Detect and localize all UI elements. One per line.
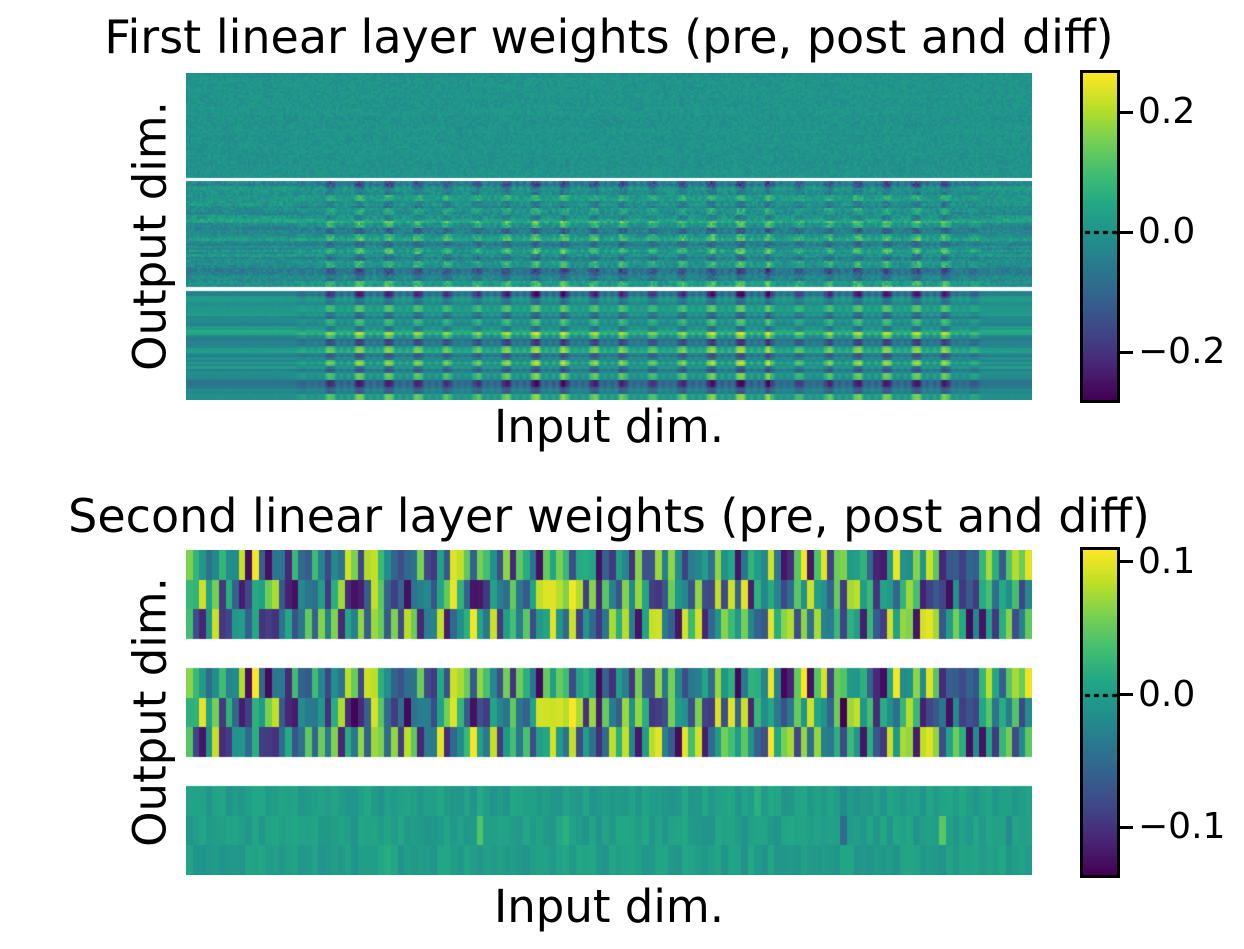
subplot2-title: Second linear layer weights (pre, post a… (68, 489, 1150, 543)
colorbar-tick (1120, 825, 1133, 829)
subplot1-heatmap (186, 73, 1032, 400)
subplot2-xlabel: Input dim. (493, 880, 725, 933)
colorbar-tick (1120, 110, 1133, 114)
subplot2-heatmap (186, 550, 1032, 875)
subplot1-xlabel: Input dim. (493, 400, 725, 453)
colorbar-tick-label: −0.2 (1138, 331, 1226, 372)
colorbar-tick (1120, 230, 1133, 234)
colorbar-tick (1120, 560, 1133, 564)
colorbar-tick-label: 0.0 (1138, 211, 1196, 252)
subplot2-colorbar-gradient (1083, 550, 1117, 875)
colorbar-tick (1120, 693, 1133, 697)
subplot1-colorbar (1080, 70, 1120, 403)
subplot1-title: First linear layer weights (pre, post an… (104, 10, 1114, 64)
subplot1-ylabel: Output dim. (123, 101, 177, 371)
colorbar-tick-label: 0.2 (1138, 91, 1196, 132)
colorbar-tick-label: −0.1 (1138, 806, 1226, 848)
colorbar-tick-label: 0.1 (1138, 540, 1196, 582)
colorbar-tick (1120, 350, 1133, 354)
subplot2-ylabel: Output dim. (123, 577, 177, 847)
subplot2-colorbar (1080, 547, 1120, 878)
subplot1-colorbar-gradient (1083, 73, 1117, 400)
colorbar-tick-label: 0.0 (1138, 673, 1196, 715)
